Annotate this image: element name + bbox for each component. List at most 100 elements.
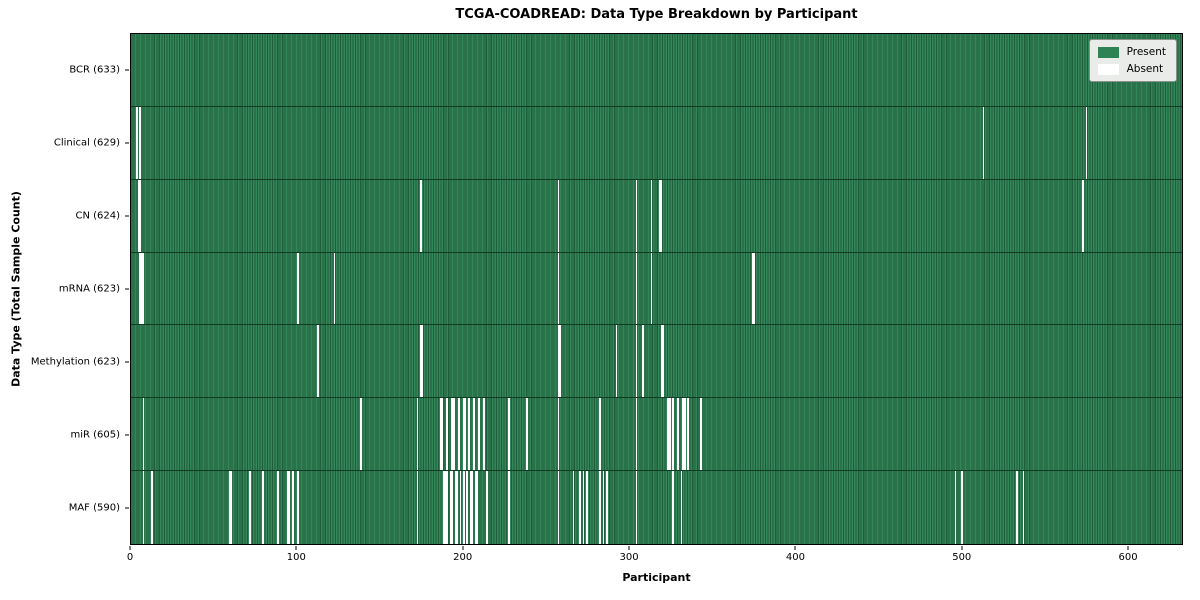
x-tick-label-300: 300 <box>619 552 639 563</box>
x-tick-label-200: 200 <box>453 552 473 563</box>
absent-stripe <box>458 398 460 471</box>
absent-stripe <box>482 398 485 471</box>
absent-stripe <box>660 179 663 252</box>
absent-stripe <box>456 471 459 544</box>
absent-stripe <box>468 398 470 471</box>
absent-stripe <box>439 398 442 471</box>
absent-stripe <box>137 179 140 252</box>
absent-stripe <box>287 471 289 544</box>
absent-stripe <box>453 398 455 471</box>
absent-stripe <box>557 398 560 471</box>
absent-stripe <box>677 398 679 471</box>
y-tick-mark <box>125 69 129 71</box>
y-tick-label-clinical: Clinical (629) <box>53 137 120 149</box>
row-band-cn <box>131 179 1182 253</box>
absent-stripe <box>473 398 475 471</box>
absent-stripe <box>582 471 585 544</box>
x-tick-mark <box>794 546 796 550</box>
absent-stripe <box>635 252 638 325</box>
y-tick-mark <box>125 507 129 509</box>
absent-stripe <box>615 325 618 398</box>
legend-item-present: Present <box>1097 46 1166 58</box>
absent-stripe <box>140 252 143 325</box>
absent-stripe <box>230 471 233 544</box>
present-swatch-icon <box>1097 46 1119 58</box>
y-tick-label-bcr: BCR (633) <box>69 64 120 76</box>
legend-item-absent: Absent <box>1097 63 1166 75</box>
absent-stripe <box>682 398 684 471</box>
absent-stripe <box>449 471 452 544</box>
absent-stripe <box>559 325 562 398</box>
absent-stripe <box>507 471 510 544</box>
absent-stripe <box>419 179 422 252</box>
x-tick-mark <box>1127 546 1129 550</box>
absent-stripe <box>469 471 472 544</box>
absent-stripe <box>292 471 294 544</box>
absent-stripe <box>316 325 319 398</box>
absent-stripe <box>557 325 560 398</box>
absent-stripe <box>451 471 454 544</box>
x-tick-label-500: 500 <box>952 552 972 563</box>
absent-stripe <box>605 471 608 544</box>
y-tick-mark <box>125 215 129 217</box>
absent-stripe <box>463 398 465 471</box>
x-tick-label-400: 400 <box>785 552 805 563</box>
row-band-mir <box>131 398 1182 472</box>
y-axis: BCR (633) Clinical (629) CN (624) mRNA (623… <box>0 33 130 545</box>
x-tick-mark <box>628 546 630 550</box>
absent-stripe <box>572 471 575 544</box>
absent-stripe <box>635 471 638 544</box>
absent-stripe <box>142 471 145 544</box>
x-tick-mark <box>462 546 464 550</box>
absent-stripe <box>700 398 703 471</box>
absent-stripe <box>672 471 674 544</box>
absent-stripe <box>454 471 457 544</box>
x-tick-label-100: 100 <box>286 552 306 563</box>
legend: Present Absent <box>1088 39 1177 82</box>
absent-stripe <box>585 471 588 544</box>
absent-stripe <box>416 398 419 471</box>
absent-stripe <box>297 252 299 325</box>
legend-label-present: Present <box>1126 46 1166 58</box>
absent-stripe <box>139 106 141 179</box>
absent-stripe <box>954 471 957 544</box>
x-axis: 0 100 200 300 400 500 600 <box>127 545 1183 575</box>
absent-stripe <box>150 471 153 544</box>
absent-stripe <box>463 471 465 544</box>
absent-stripe <box>753 252 756 325</box>
absent-stripe <box>139 252 141 325</box>
absent-stripe <box>441 398 444 471</box>
absent-stripe <box>1082 179 1085 252</box>
x-tick-label-600: 600 <box>1118 552 1138 563</box>
row-band-methylation <box>131 325 1182 399</box>
absent-stripe <box>474 471 477 544</box>
absent-stripe <box>599 398 601 471</box>
x-tick-mark <box>961 546 963 550</box>
y-tick-mark <box>125 361 129 363</box>
row-band-mrna <box>131 252 1182 326</box>
absent-stripe <box>683 398 686 471</box>
absent-stripe <box>668 398 671 471</box>
absent-stripe <box>680 471 683 544</box>
y-tick-label-cn: CN (624) <box>75 210 120 222</box>
absent-stripe <box>667 398 669 471</box>
absent-stripe <box>464 398 467 471</box>
absent-stripe <box>262 471 264 544</box>
y-tick-mark <box>125 142 129 144</box>
absent-stripe <box>142 252 145 325</box>
plot-area: Present Absent <box>130 33 1183 545</box>
y-tick-mark <box>125 288 129 290</box>
absent-stripe <box>476 471 478 544</box>
absent-stripe <box>444 471 447 544</box>
legend-label-absent: Absent <box>1126 63 1164 75</box>
absent-stripe <box>443 471 445 544</box>
absent-stripe <box>507 398 510 471</box>
absent-stripe <box>333 252 336 325</box>
y-tick-label-maf: MAF (590) <box>68 502 120 514</box>
absent-swatch-icon <box>1097 63 1119 75</box>
absent-stripe <box>557 471 560 544</box>
absent-stripe <box>660 325 663 398</box>
absent-stripe <box>557 179 560 252</box>
absent-stripe <box>459 471 462 544</box>
absent-stripe <box>635 179 638 252</box>
